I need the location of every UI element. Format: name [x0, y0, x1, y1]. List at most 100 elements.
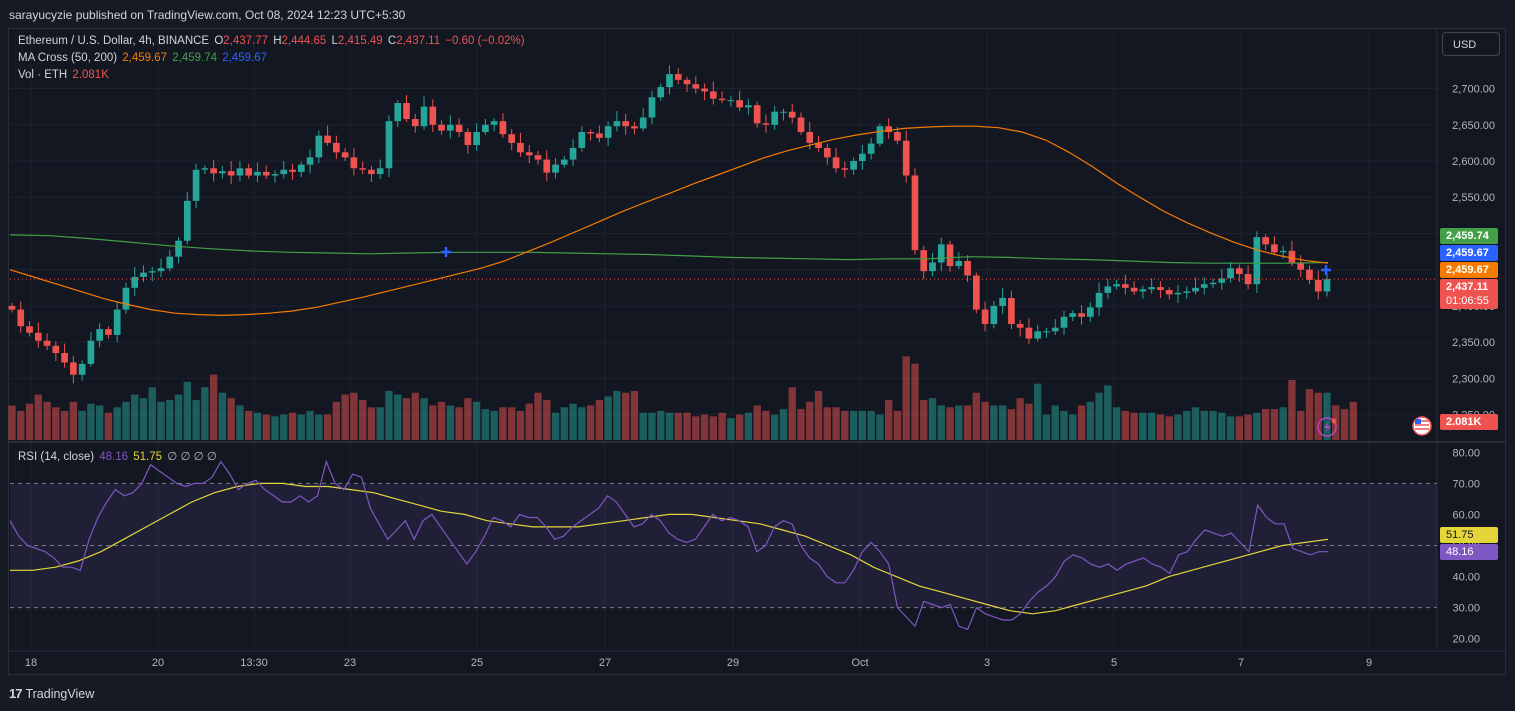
candle	[674, 68, 682, 85]
ma200-line	[9, 234, 1329, 264]
candle-body	[26, 326, 33, 333]
candle	[333, 135, 340, 159]
candle	[1086, 302, 1094, 322]
volume-bar	[78, 410, 86, 440]
candle-body	[587, 132, 594, 134]
candle-body	[166, 256, 174, 269]
time-tick-label: 18	[25, 657, 37, 669]
candle	[508, 129, 516, 151]
candle	[867, 137, 875, 160]
candle-body	[999, 297, 1006, 306]
candle	[140, 265, 147, 283]
candle-body	[175, 240, 182, 257]
price-tag-last: 2,437.11	[1440, 279, 1498, 295]
candle-body	[157, 268, 165, 272]
volume-bar	[464, 398, 472, 440]
candle	[1008, 290, 1015, 330]
candle	[376, 159, 384, 180]
candle-body	[1122, 284, 1129, 288]
volume-bar	[1174, 414, 1182, 440]
volume-bar	[1147, 412, 1156, 440]
volume-bar	[779, 409, 788, 440]
candle-body	[482, 124, 489, 133]
candle-body	[1227, 268, 1234, 279]
volume-bar	[1042, 414, 1051, 440]
candle	[61, 343, 68, 368]
candle-body	[613, 121, 621, 127]
ma-cross-marker	[441, 247, 451, 257]
legend-rsi-row[interactable]: RSI (14, close) 48.16 51.75 ∅ ∅ ∅ ∅	[18, 449, 219, 463]
price-tag-ma200: 2,459.74	[1440, 228, 1498, 244]
candle-body	[1165, 290, 1173, 295]
candle	[832, 147, 840, 173]
candle	[1025, 318, 1033, 345]
candle	[1104, 279, 1112, 299]
volume-bar	[858, 410, 867, 440]
candle	[8, 303, 16, 313]
candle-body	[227, 171, 235, 176]
candle	[297, 161, 305, 177]
lightning-icon[interactable]	[1317, 417, 1337, 437]
volume-bar	[306, 410, 314, 440]
legend-ma-row[interactable]: MA Cross (50, 200) 2,459.67 2,459.74 2,4…	[18, 52, 269, 64]
candle-body	[122, 287, 130, 310]
candle-body	[438, 124, 445, 131]
candle	[324, 125, 331, 146]
chart-frame[interactable]	[8, 28, 1506, 675]
candle-body	[306, 157, 314, 165]
candle	[631, 121, 638, 135]
candle-body	[271, 174, 279, 176]
volume-bar	[1069, 414, 1077, 440]
volume-bar	[1051, 405, 1059, 440]
candle	[289, 163, 296, 180]
volume-bar	[262, 414, 270, 440]
candle-body	[1218, 278, 1226, 283]
candle	[797, 112, 805, 135]
candle-body	[61, 353, 68, 363]
candle	[990, 300, 998, 329]
candle-body	[955, 261, 963, 267]
volume-bar	[683, 412, 691, 440]
candle-body	[236, 168, 244, 176]
candle-body	[447, 124, 454, 131]
candle-body	[262, 171, 270, 176]
volume-bar	[1104, 385, 1112, 440]
candle	[1122, 274, 1129, 295]
price-tag-volume: 2.081K	[1440, 414, 1498, 430]
candle	[517, 132, 524, 157]
candle	[262, 165, 270, 180]
volume-bar	[166, 400, 174, 440]
legend-symbol[interactable]: Ethereum / U.S. Dollar, 4h, BINANCE	[18, 35, 210, 47]
us-flag-icon[interactable]	[1412, 416, 1432, 436]
candle-body	[359, 168, 366, 170]
candle	[192, 163, 200, 209]
candle	[859, 145, 866, 170]
candle-body	[1113, 284, 1120, 287]
volume-bar	[508, 407, 516, 440]
candle	[271, 170, 279, 183]
candle-body	[420, 106, 428, 127]
candle-body	[490, 121, 498, 125]
candle-body	[499, 121, 507, 135]
candle	[403, 95, 410, 122]
volume-bar	[700, 414, 709, 440]
volume-bar	[183, 381, 192, 440]
candle-body	[815, 142, 822, 148]
volume-bar	[1112, 407, 1121, 440]
volume-bar	[367, 407, 376, 440]
volume-bar	[1130, 412, 1138, 440]
volume-bar	[113, 407, 121, 440]
currency-button[interactable]: USD	[1442, 32, 1500, 56]
candle	[175, 237, 182, 264]
volume-bar	[1200, 410, 1208, 440]
tradingview-logo-icon[interactable]: 17	[9, 686, 23, 701]
volume-bar	[376, 407, 384, 440]
volume-bar	[744, 412, 753, 440]
legend-vol-row[interactable]: Vol · ETH 2.081K	[18, 69, 111, 81]
volume-bar	[420, 398, 428, 440]
footer-brand[interactable]: TradingView	[25, 686, 95, 701]
candle-body	[578, 132, 586, 148]
candle	[280, 161, 288, 179]
